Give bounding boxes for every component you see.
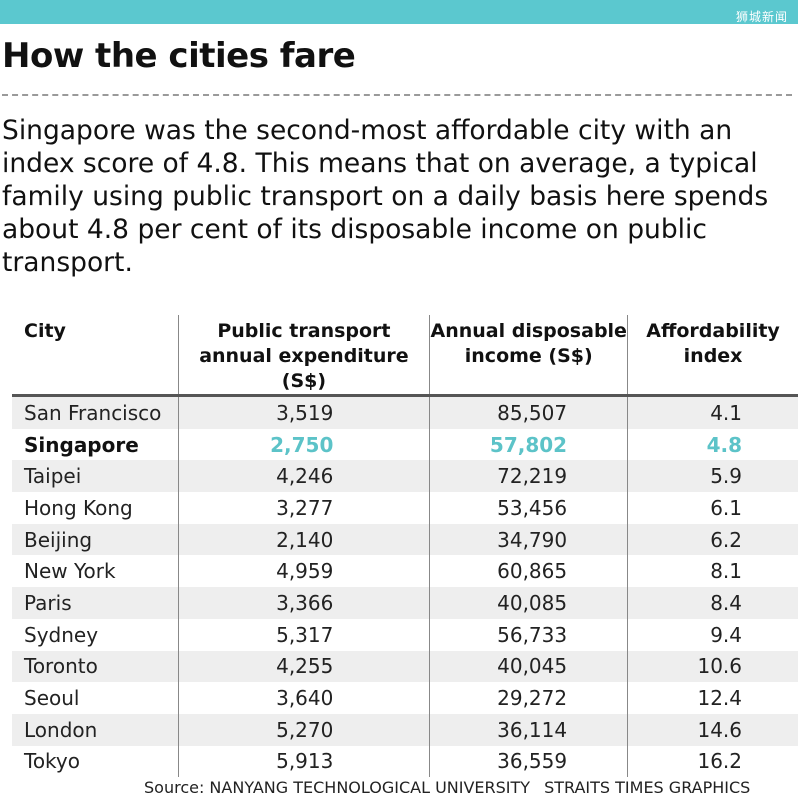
cell-city: Toronto xyxy=(12,650,178,683)
cell-index: 12.4 xyxy=(627,682,798,714)
cell-income: 85,507 xyxy=(429,395,628,429)
table-body: San Francisco 3,519 85,507 4.1 Singapore 2,75… xyxy=(12,395,798,778)
source-text: Source: NANYANG TECHNOLOGICAL UNIVERSITY xyxy=(144,778,531,797)
cell-index: 6.2 xyxy=(627,523,798,556)
cell-index: 5.9 xyxy=(627,460,798,493)
header-bar: 狮城新闻 xyxy=(0,0,798,24)
cell-income: 40,085 xyxy=(429,587,628,619)
table-row: Tokyo 5,913 36,559 16.2 xyxy=(12,745,798,778)
cell-expenditure: 3,366 xyxy=(177,587,430,619)
cell-income: 72,219 xyxy=(429,460,628,493)
cell-income: 56,733 xyxy=(429,618,628,651)
cell-index: 4.8 xyxy=(627,428,798,461)
cell-city: Singapore xyxy=(24,432,139,457)
cell-expenditure: 2,750 xyxy=(177,428,430,461)
table-row: Seoul 3,640 29,272 12.4 xyxy=(12,682,798,714)
cell-expenditure: 2,140 xyxy=(177,523,430,556)
cell-city: Sydney xyxy=(24,622,99,647)
table-row: Paris 3,366 40,085 8.4 xyxy=(12,587,798,619)
cell-index: 8.4 xyxy=(627,587,798,619)
cell-city: London xyxy=(12,713,178,746)
title-divider xyxy=(2,94,792,96)
cell-index: 10.6 xyxy=(627,650,798,683)
cell-city: New York xyxy=(24,559,116,584)
cell-expenditure: 4,246 xyxy=(177,460,430,493)
cell-city: Beijing xyxy=(12,523,178,556)
cell-index: 16.2 xyxy=(627,745,798,778)
cell-city: San Francisco xyxy=(12,395,178,429)
cell-expenditure: 4,255 xyxy=(177,650,430,683)
table-header-row: City Public transport annual expenditure… xyxy=(12,315,798,397)
cell-city: Hong Kong xyxy=(24,495,133,520)
watermark-text: 狮城新闻 xyxy=(735,10,788,24)
intro-paragraph: Singapore was the second-most affordable… xyxy=(2,115,769,278)
table-row: New York 4,959 60,865 8.1 xyxy=(12,555,798,588)
cell-city: Seoul xyxy=(24,686,80,711)
cell-income: 60,865 xyxy=(429,555,628,588)
column-header-expenditure: Public transport annual expenditure (S$) xyxy=(177,315,430,397)
column-header-index: Affordability index xyxy=(627,315,798,397)
cell-expenditure: 5,317 xyxy=(177,618,430,651)
table-row: Beijing 2,140 34,790 6.2 xyxy=(12,523,798,556)
cell-income: 34,790 xyxy=(429,523,628,556)
page-title: How the cities fare xyxy=(2,36,356,76)
cell-index: 6.1 xyxy=(627,492,798,524)
cell-income: 36,559 xyxy=(429,745,628,778)
source-credit: Source: NANYANG TECHNOLOGICAL UNIVERSITY… xyxy=(144,778,750,797)
cell-income: 40,045 xyxy=(429,650,628,683)
cell-expenditure: 3,640 xyxy=(177,682,430,714)
cell-income: 29,272 xyxy=(429,682,628,714)
cell-income: 57,802 xyxy=(429,428,628,461)
table-row: Toronto 4,255 40,045 10.6 xyxy=(12,650,798,683)
column-header-city: City xyxy=(12,315,178,397)
cell-expenditure: 5,913 xyxy=(177,745,430,778)
table-row: Taipei 4,246 72,219 5.9 xyxy=(12,460,798,493)
cell-index: 9.4 xyxy=(627,618,798,651)
cell-city: Paris xyxy=(12,587,178,619)
graphics-credit: STRAITS TIMES GRAPHICS xyxy=(544,778,751,797)
cell-expenditure: 3,277 xyxy=(177,492,430,524)
affordability-table: City Public transport annual expenditure… xyxy=(12,315,798,778)
cell-city: Tokyo xyxy=(24,749,80,774)
cell-index: 4.1 xyxy=(627,395,798,429)
table-row: Sydney 5,317 56,733 9.4 xyxy=(12,618,798,651)
table-row: San Francisco 3,519 85,507 4.1 xyxy=(12,395,798,429)
table-row: London 5,270 36,114 14.6 xyxy=(12,713,798,746)
cell-expenditure: 3,519 xyxy=(177,395,430,429)
column-header-income: Annual disposable income (S$) xyxy=(429,315,628,397)
cell-city: Taipei xyxy=(12,460,178,493)
cell-index: 8.1 xyxy=(627,555,798,588)
cell-expenditure: 5,270 xyxy=(177,713,430,746)
table-row: Hong Kong 3,277 53,456 6.1 xyxy=(12,492,798,524)
cell-income: 36,114 xyxy=(429,713,628,746)
cell-index: 14.6 xyxy=(627,713,798,746)
cell-expenditure: 4,959 xyxy=(177,555,430,588)
cell-income: 53,456 xyxy=(429,492,628,524)
table-row: Singapore 2,750 57,802 4.8 xyxy=(12,428,798,461)
